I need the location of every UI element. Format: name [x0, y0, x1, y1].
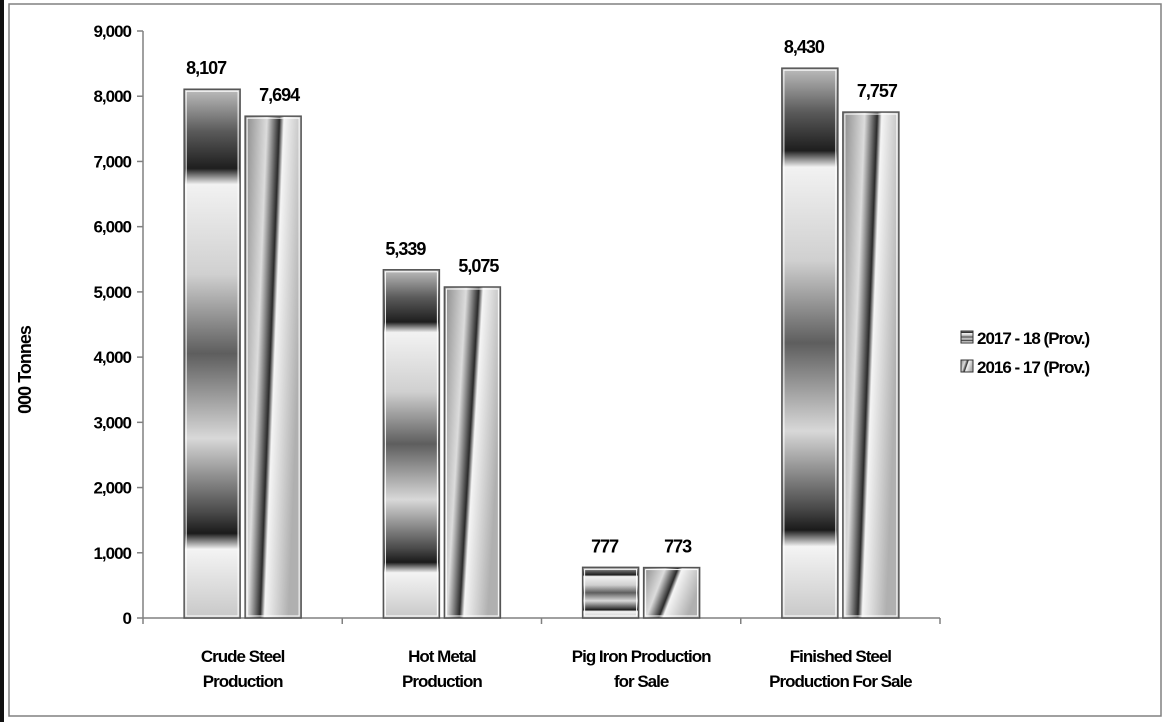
bar-2016-17 [642, 566, 701, 619]
data-label: 8,107 [186, 58, 227, 78]
bar-inner-edge [584, 568, 638, 617]
category-labels: Crude Steel Production Hot Metal Production… [201, 647, 913, 691]
category-label: Production [203, 672, 283, 691]
y-tick-label: 0 [123, 609, 132, 628]
legend-entry: 2017 - 18 (Prov.) [977, 329, 1089, 348]
y-tick-label: 1,000 [93, 544, 131, 563]
legend-swatch [960, 330, 974, 344]
bar-2017-18 [781, 67, 839, 619]
bar-inner-edge [384, 271, 438, 617]
category-label: Production [402, 672, 482, 691]
bar-2017-18 [382, 269, 441, 619]
y-tick-label: 4,000 [93, 348, 131, 367]
y-tick-label: 9,000 [93, 22, 131, 41]
data-label: 7,694 [259, 85, 300, 105]
y-tick-label: 2,000 [93, 479, 131, 498]
bar-2016-17 [244, 115, 302, 619]
category-label: Pig Iron Production [572, 647, 711, 666]
bar-inner-edge [246, 117, 300, 617]
bar-2016-17 [443, 286, 502, 619]
bar-inner-edge [844, 113, 898, 617]
y-tick-label: 6,000 [93, 218, 131, 237]
data-label: 777 [591, 536, 619, 556]
bars [183, 67, 900, 619]
legend-swatch [960, 359, 974, 373]
category-label: for Sale [614, 672, 669, 691]
category-label: Hot Metal [408, 647, 476, 666]
legend: 2017 - 18 (Prov.) 2016 - 17 (Prov.) [960, 329, 1090, 377]
bar-inner-edge [185, 90, 239, 617]
bar-inner-edge [445, 288, 499, 617]
bar-2017-18 [183, 88, 241, 619]
y-tick-label: 7,000 [93, 152, 131, 171]
category-label: Production For Sale [769, 672, 912, 691]
bar-2017-18 [581, 566, 640, 619]
bar-inner-edge [645, 569, 699, 617]
bar-inner-edge [783, 69, 837, 617]
data-label: 5,075 [458, 256, 499, 276]
legend-entry: 2016 - 17 (Prov.) [977, 358, 1089, 377]
category-label: Finished Steel [790, 647, 892, 666]
y-axis: 0 1,000 2,000 3,000 4,000 5,000 6,000 7,000 8,00… [93, 22, 144, 628]
y-tick-label: 3,000 [93, 413, 131, 432]
data-label: 8,430 [784, 37, 825, 57]
y-tick-label: 5,000 [93, 283, 131, 302]
bar-2016-17 [842, 111, 900, 619]
y-axis-label: 000 Tonnes [15, 325, 35, 414]
y-tick-label: 8,000 [93, 87, 131, 106]
left-edge-bar [0, 0, 4, 722]
data-label: 5,339 [385, 239, 426, 259]
data-label: 7,757 [857, 81, 898, 101]
data-label: 773 [664, 537, 692, 557]
category-label: Crude Steel [201, 647, 285, 666]
data-labels: 8,107 7,694 5,339 5,075 777 773 8,430 7,757 [186, 37, 899, 557]
